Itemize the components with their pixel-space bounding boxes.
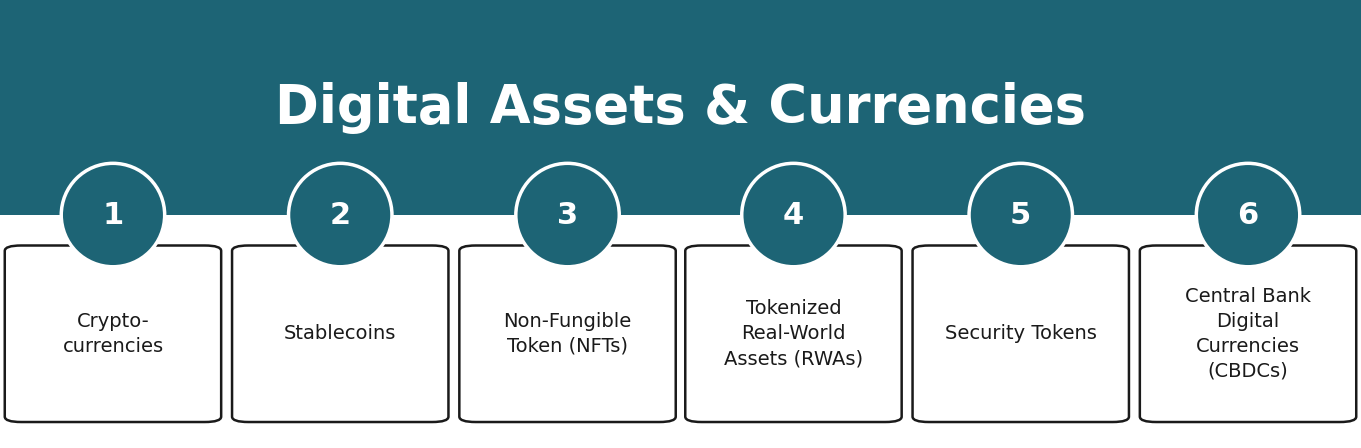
Text: Tokenized
Real-World
Assets (RWAs): Tokenized Real-World Assets (RWAs) bbox=[724, 299, 863, 368]
Text: 5: 5 bbox=[1010, 201, 1032, 229]
FancyBboxPatch shape bbox=[912, 246, 1128, 422]
Text: Central Bank
Digital
Currencies
(CBDCs): Central Bank Digital Currencies (CBDCs) bbox=[1185, 287, 1311, 381]
FancyBboxPatch shape bbox=[459, 246, 675, 422]
FancyBboxPatch shape bbox=[4, 246, 220, 422]
Text: 2: 2 bbox=[329, 201, 351, 229]
FancyBboxPatch shape bbox=[231, 246, 448, 422]
FancyBboxPatch shape bbox=[0, 0, 1361, 215]
Text: 4: 4 bbox=[783, 201, 804, 229]
Ellipse shape bbox=[61, 164, 165, 267]
Text: 1: 1 bbox=[102, 201, 124, 229]
Text: Non-Fungible
Token (NFTs): Non-Fungible Token (NFTs) bbox=[504, 312, 632, 356]
Ellipse shape bbox=[516, 164, 619, 267]
FancyBboxPatch shape bbox=[685, 246, 901, 422]
Text: Security Tokens: Security Tokens bbox=[945, 324, 1097, 343]
Ellipse shape bbox=[969, 164, 1072, 267]
Text: 6: 6 bbox=[1237, 201, 1259, 229]
Ellipse shape bbox=[289, 164, 392, 267]
FancyBboxPatch shape bbox=[1141, 246, 1356, 422]
Ellipse shape bbox=[1196, 164, 1300, 267]
Ellipse shape bbox=[742, 164, 845, 267]
Text: Crypto-
currencies: Crypto- currencies bbox=[63, 312, 163, 356]
Text: Digital Assets & Currencies: Digital Assets & Currencies bbox=[275, 82, 1086, 134]
Text: Stablecoins: Stablecoins bbox=[284, 324, 396, 343]
Text: 3: 3 bbox=[557, 201, 578, 229]
